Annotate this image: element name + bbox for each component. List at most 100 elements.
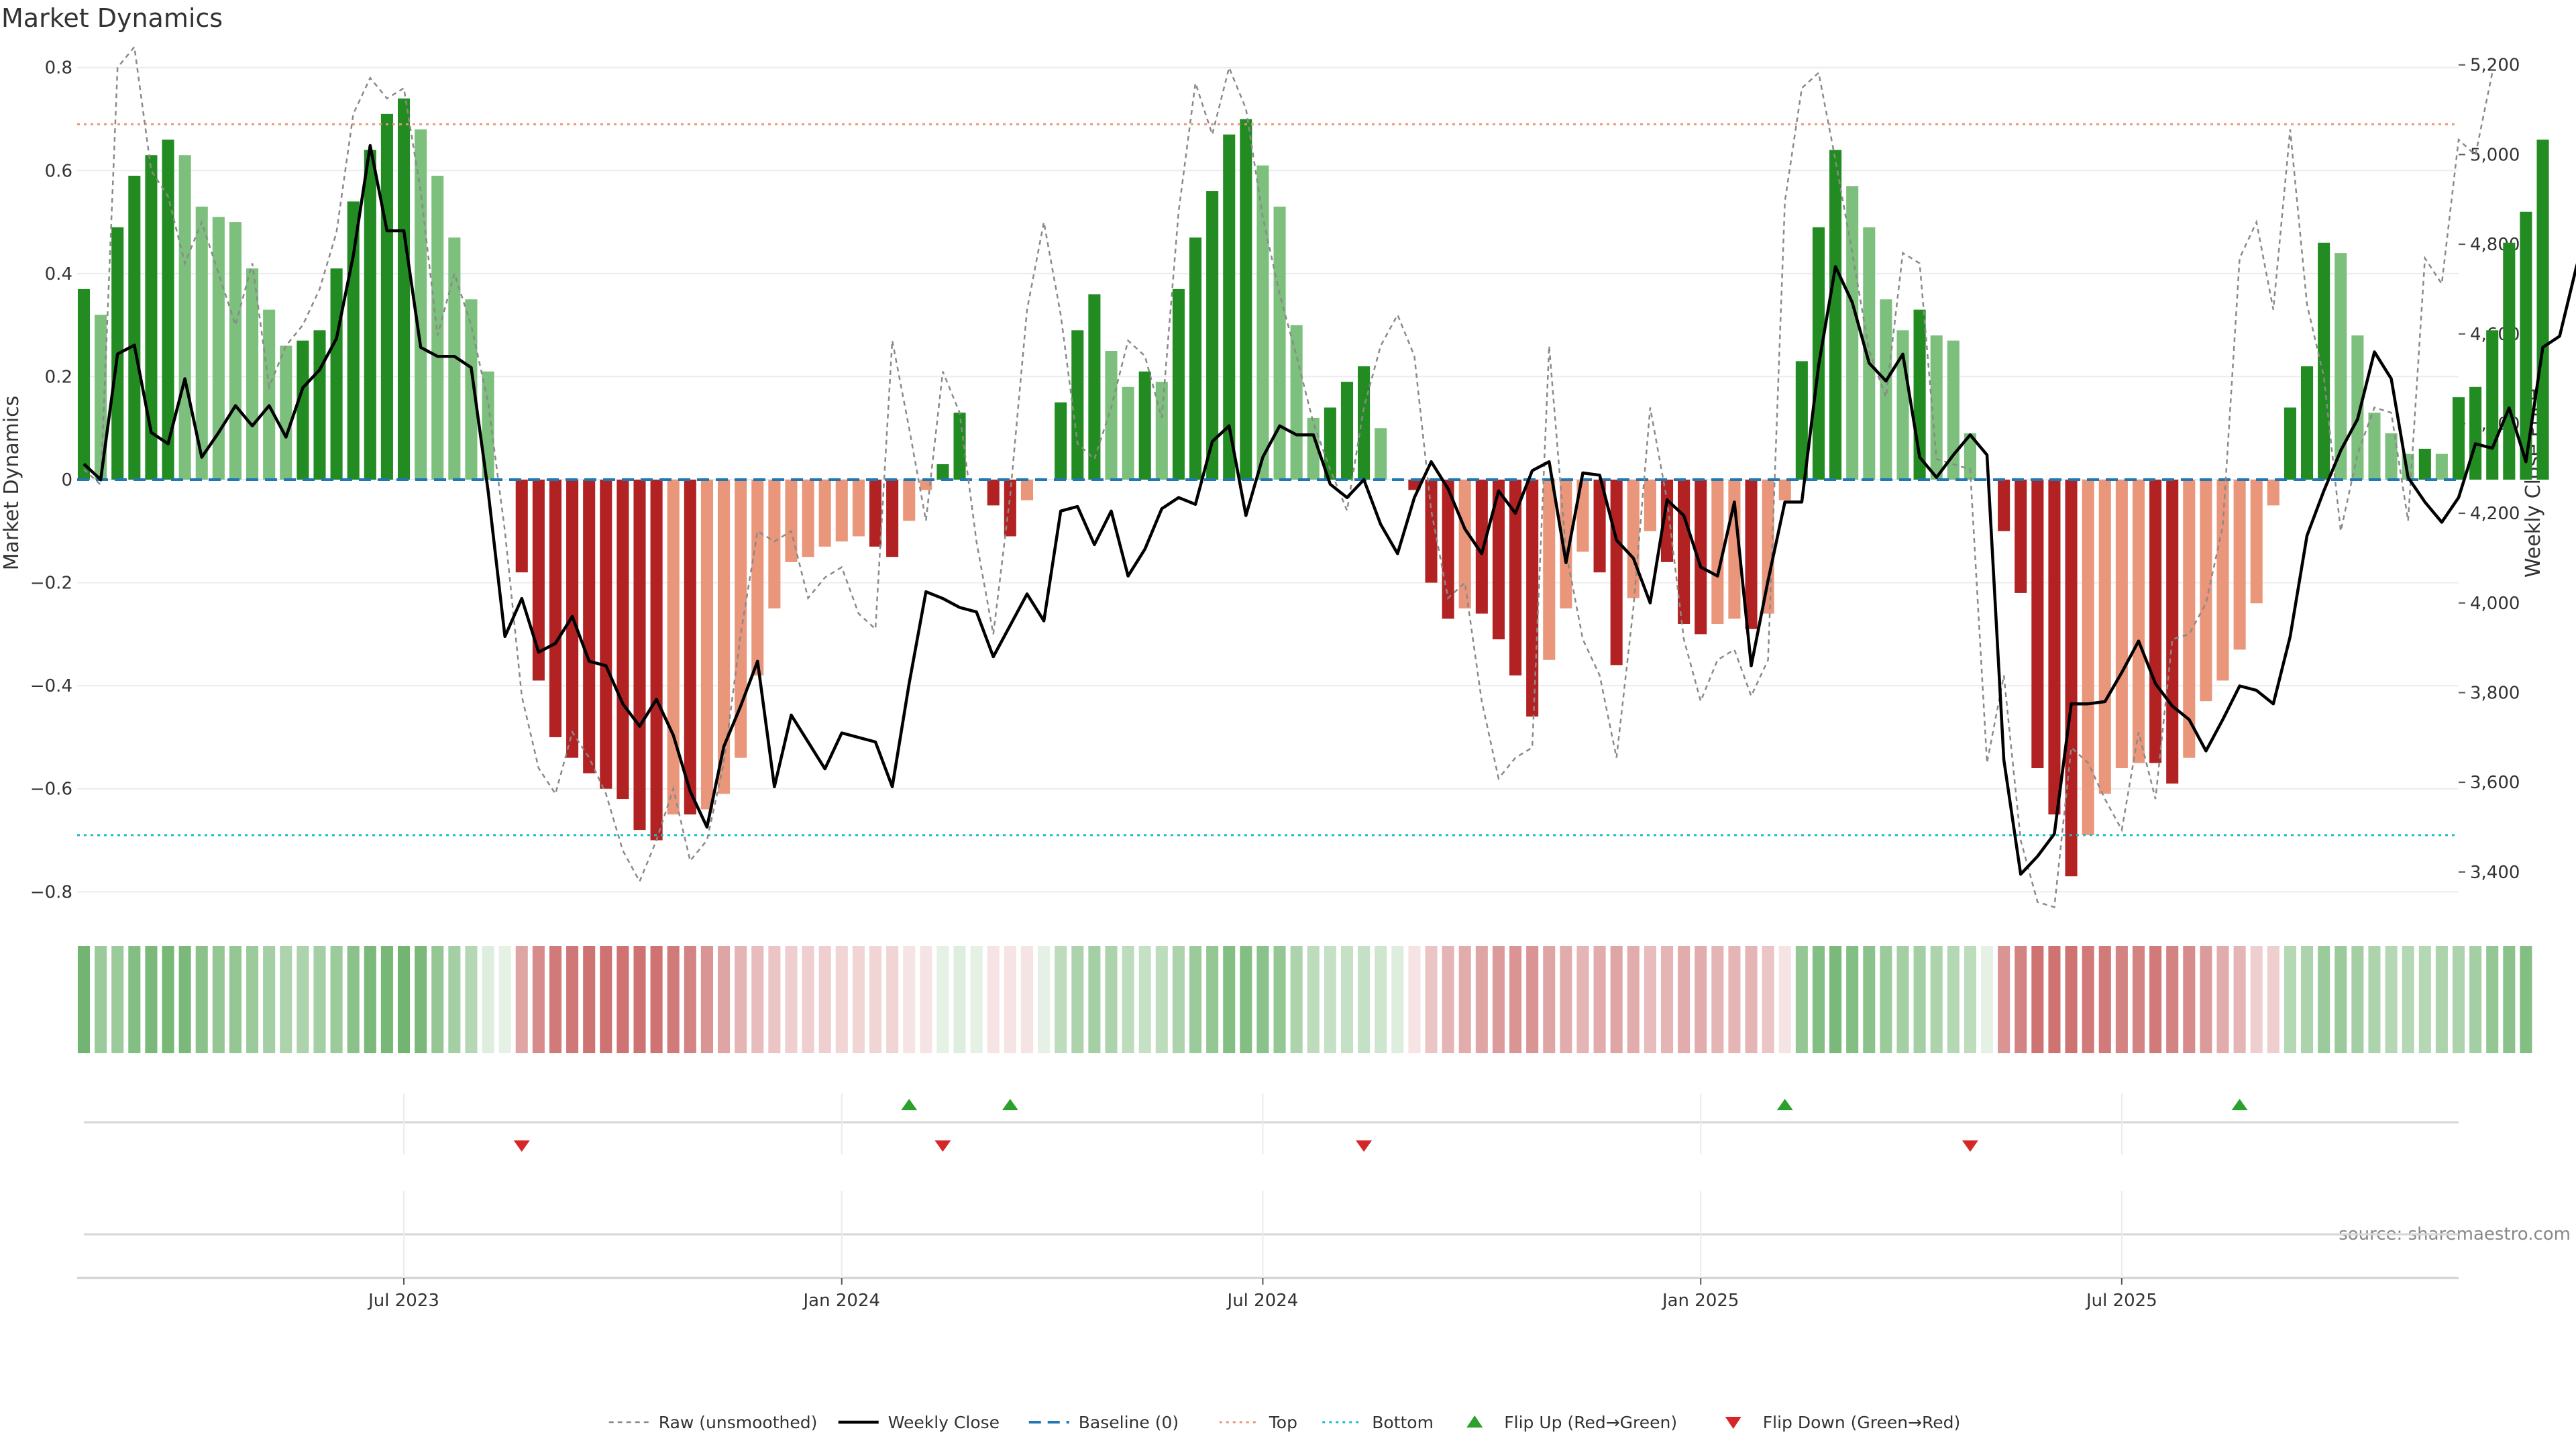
y-right-tick-label: 3,600	[2470, 773, 2520, 793]
positive-bar	[2301, 366, 2314, 480]
negative-bar	[1408, 480, 1421, 490]
regime-strip-cell	[2368, 946, 2381, 1053]
positive-bar	[128, 175, 141, 480]
regime-strip-cell	[330, 946, 343, 1053]
regime-strip-cell	[2284, 946, 2296, 1053]
regime-strip-cell	[2233, 946, 2246, 1053]
regime-strip-cell	[246, 946, 259, 1053]
negative-bar	[2065, 480, 2078, 877]
regime-strip-cell	[380, 946, 393, 1053]
regime-strip-cell	[1071, 946, 1084, 1053]
regime-strip-cell	[448, 946, 461, 1053]
positive-bar	[2536, 140, 2549, 480]
regime-strip-cell	[2267, 946, 2279, 1053]
positive-bar	[178, 155, 191, 480]
positive-bar	[1340, 382, 1354, 480]
regime-strip-cell	[2334, 946, 2347, 1053]
regime-strip-cell	[852, 946, 865, 1053]
regime-strip-cell	[718, 946, 731, 1053]
regime-strip-cell	[313, 946, 326, 1053]
regime-strip-cell	[2015, 946, 2027, 1053]
regime-strip-cell	[280, 946, 292, 1053]
positive-bar	[2469, 386, 2482, 480]
regime-strip-cell	[869, 946, 882, 1053]
positive-bar	[936, 464, 949, 480]
flip-down-marker	[1356, 1140, 1373, 1152]
positive-bar	[2452, 397, 2465, 480]
regime-strip-cell	[1240, 946, 1252, 1053]
positive-bar	[1155, 382, 1168, 480]
negative-bar	[1425, 480, 1438, 583]
x-tick-label: Jan 2025	[1661, 1291, 1739, 1311]
regime-strip-cell	[1088, 946, 1101, 1053]
regime-strip-cell	[1307, 946, 1320, 1053]
positive-bar	[347, 201, 360, 480]
y-left-tick-label: −0.6	[30, 780, 72, 800]
regime-strip-cell	[212, 946, 225, 1053]
regime-strip-cell	[1526, 946, 1539, 1053]
regime-strip-cell	[566, 946, 579, 1053]
regime-strip-cell	[2469, 946, 2482, 1053]
regime-strip-cell	[768, 946, 781, 1053]
positive-bar	[1055, 402, 1067, 480]
negative-bar	[1711, 480, 1724, 624]
regime-strip-cell	[600, 946, 612, 1053]
y-left-tick-label: 0.4	[45, 264, 72, 284]
regime-strip-cell	[1964, 946, 1976, 1053]
negative-bar	[2166, 480, 2179, 784]
negative-bar	[2267, 480, 2279, 506]
regime-strip-cell	[77, 946, 91, 1053]
legend-label: Baseline (0)	[1079, 1413, 1179, 1432]
regime-strip-cell	[1947, 946, 1960, 1053]
positive-bar	[1088, 294, 1101, 480]
negative-bar	[1998, 480, 2010, 531]
y-right-tick-label: 5,000	[2470, 145, 2520, 165]
regime-strip-cell	[2082, 946, 2094, 1053]
regime-strip-cell	[1206, 946, 1219, 1053]
positive-bar	[95, 315, 107, 480]
regime-strip-cell	[667, 946, 680, 1053]
y-left-tick-label: −0.2	[30, 574, 72, 594]
negative-bar	[583, 480, 596, 773]
positive-bar	[1105, 351, 1118, 480]
negative-bar	[2031, 480, 2044, 768]
negative-bar	[2132, 480, 2145, 763]
negative-bar	[515, 480, 528, 573]
positive-bar	[1880, 299, 1892, 480]
y-left-tick-label: 0.8	[45, 58, 72, 78]
regime-strip-cell	[2048, 946, 2061, 1053]
regime-strip-cell	[1122, 946, 1134, 1053]
positive-bar	[2284, 407, 2296, 480]
regime-strip-cell	[515, 946, 528, 1053]
positive-bar	[313, 330, 326, 480]
regime-strip-cell	[2452, 946, 2465, 1053]
regime-strip-cell	[263, 946, 276, 1053]
legend: Raw (unsmoothed) Weekly Close Baseline (0)…	[608, 1413, 1960, 1432]
negative-bar	[735, 480, 747, 758]
regime-strip-cell	[2149, 946, 2162, 1053]
positive-bar	[1122, 386, 1134, 480]
regime-strip-cell	[1442, 946, 1454, 1053]
y-left-tick-label: 0.6	[45, 161, 72, 181]
regime-strip-cell	[785, 946, 798, 1053]
regime-strip-cell	[1055, 946, 1067, 1053]
regime-strip-cell	[397, 946, 411, 1053]
negative-bar	[1004, 480, 1016, 537]
regime-strip-cell	[1795, 946, 1808, 1053]
regime-strip-cell	[1543, 946, 1556, 1053]
negative-bar	[751, 480, 764, 676]
legend-flip-down-icon	[1725, 1417, 1741, 1429]
regime-strip-cell	[1038, 946, 1051, 1053]
regime-strip-cell	[802, 946, 814, 1053]
positive-bar	[77, 288, 91, 480]
regime-strip-cell	[2402, 946, 2414, 1053]
regime-strip-cell	[1812, 946, 1825, 1053]
positive-bar	[2334, 253, 2347, 480]
regime-strip-cell	[633, 946, 646, 1053]
regime-strip-cell	[2216, 946, 2229, 1053]
negative-bar	[2048, 480, 2061, 815]
regime-strip-cell	[583, 946, 596, 1053]
regime-strip-cell	[1020, 946, 1033, 1053]
regime-strip-cell	[1880, 946, 1892, 1053]
positive-bar	[1812, 227, 1825, 480]
